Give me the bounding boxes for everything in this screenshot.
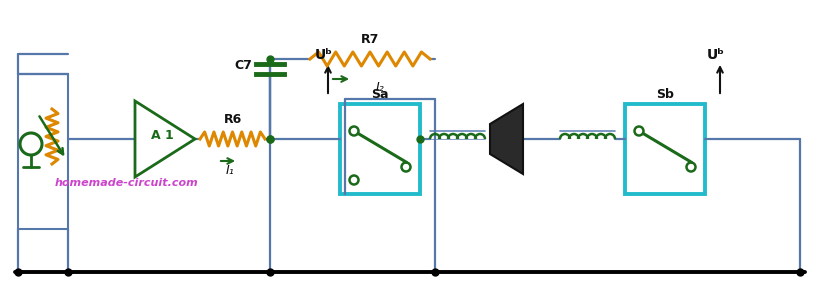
- Bar: [625, 104, 705, 194]
- Text: C7: C7: [234, 59, 252, 72]
- Text: I₁: I₁: [225, 164, 234, 177]
- Text: homemade-circuit.com: homemade-circuit.com: [55, 178, 199, 188]
- Bar: [18, 74, 68, 229]
- Text: Uᵇ: Uᵇ: [707, 48, 725, 62]
- Bar: [340, 104, 420, 194]
- Text: A 1: A 1: [151, 128, 174, 141]
- Polygon shape: [490, 104, 523, 174]
- Text: Sa: Sa: [371, 88, 389, 101]
- Text: R6: R6: [224, 113, 242, 126]
- Text: I₂: I₂: [376, 81, 384, 94]
- Text: Uᵇ: Uᵇ: [315, 48, 333, 62]
- Text: R7: R7: [361, 33, 379, 46]
- Text: Sb: Sb: [656, 88, 674, 101]
